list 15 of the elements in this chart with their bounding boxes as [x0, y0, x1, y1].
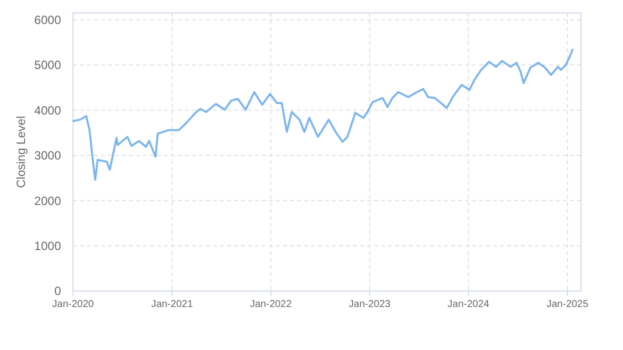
x-tick-label: Jan-2020 — [52, 299, 94, 310]
y-tick-label: 0 — [54, 284, 62, 298]
line-series — [72, 48, 574, 181]
y-tick-label: 4000 — [34, 103, 62, 118]
y-tick-label: 1000 — [34, 238, 62, 253]
y-tick-label: 6000 — [34, 12, 62, 27]
y-tick-label: 5000 — [34, 58, 62, 72]
x-tick-label: Jan-2021 — [151, 299, 194, 310]
x-tick-label: Jan-2023 — [348, 299, 391, 310]
y-tick-label: 2000 — [34, 194, 62, 208]
y-tick-label: 3000 — [34, 148, 62, 163]
x-tick-label: Jan-2024 — [448, 299, 490, 310]
x-tick-label: Jan-2022 — [250, 299, 292, 310]
y-axis-title: Closing Level — [14, 116, 28, 188]
x-tick-label: Jan-2025 — [546, 299, 589, 310]
